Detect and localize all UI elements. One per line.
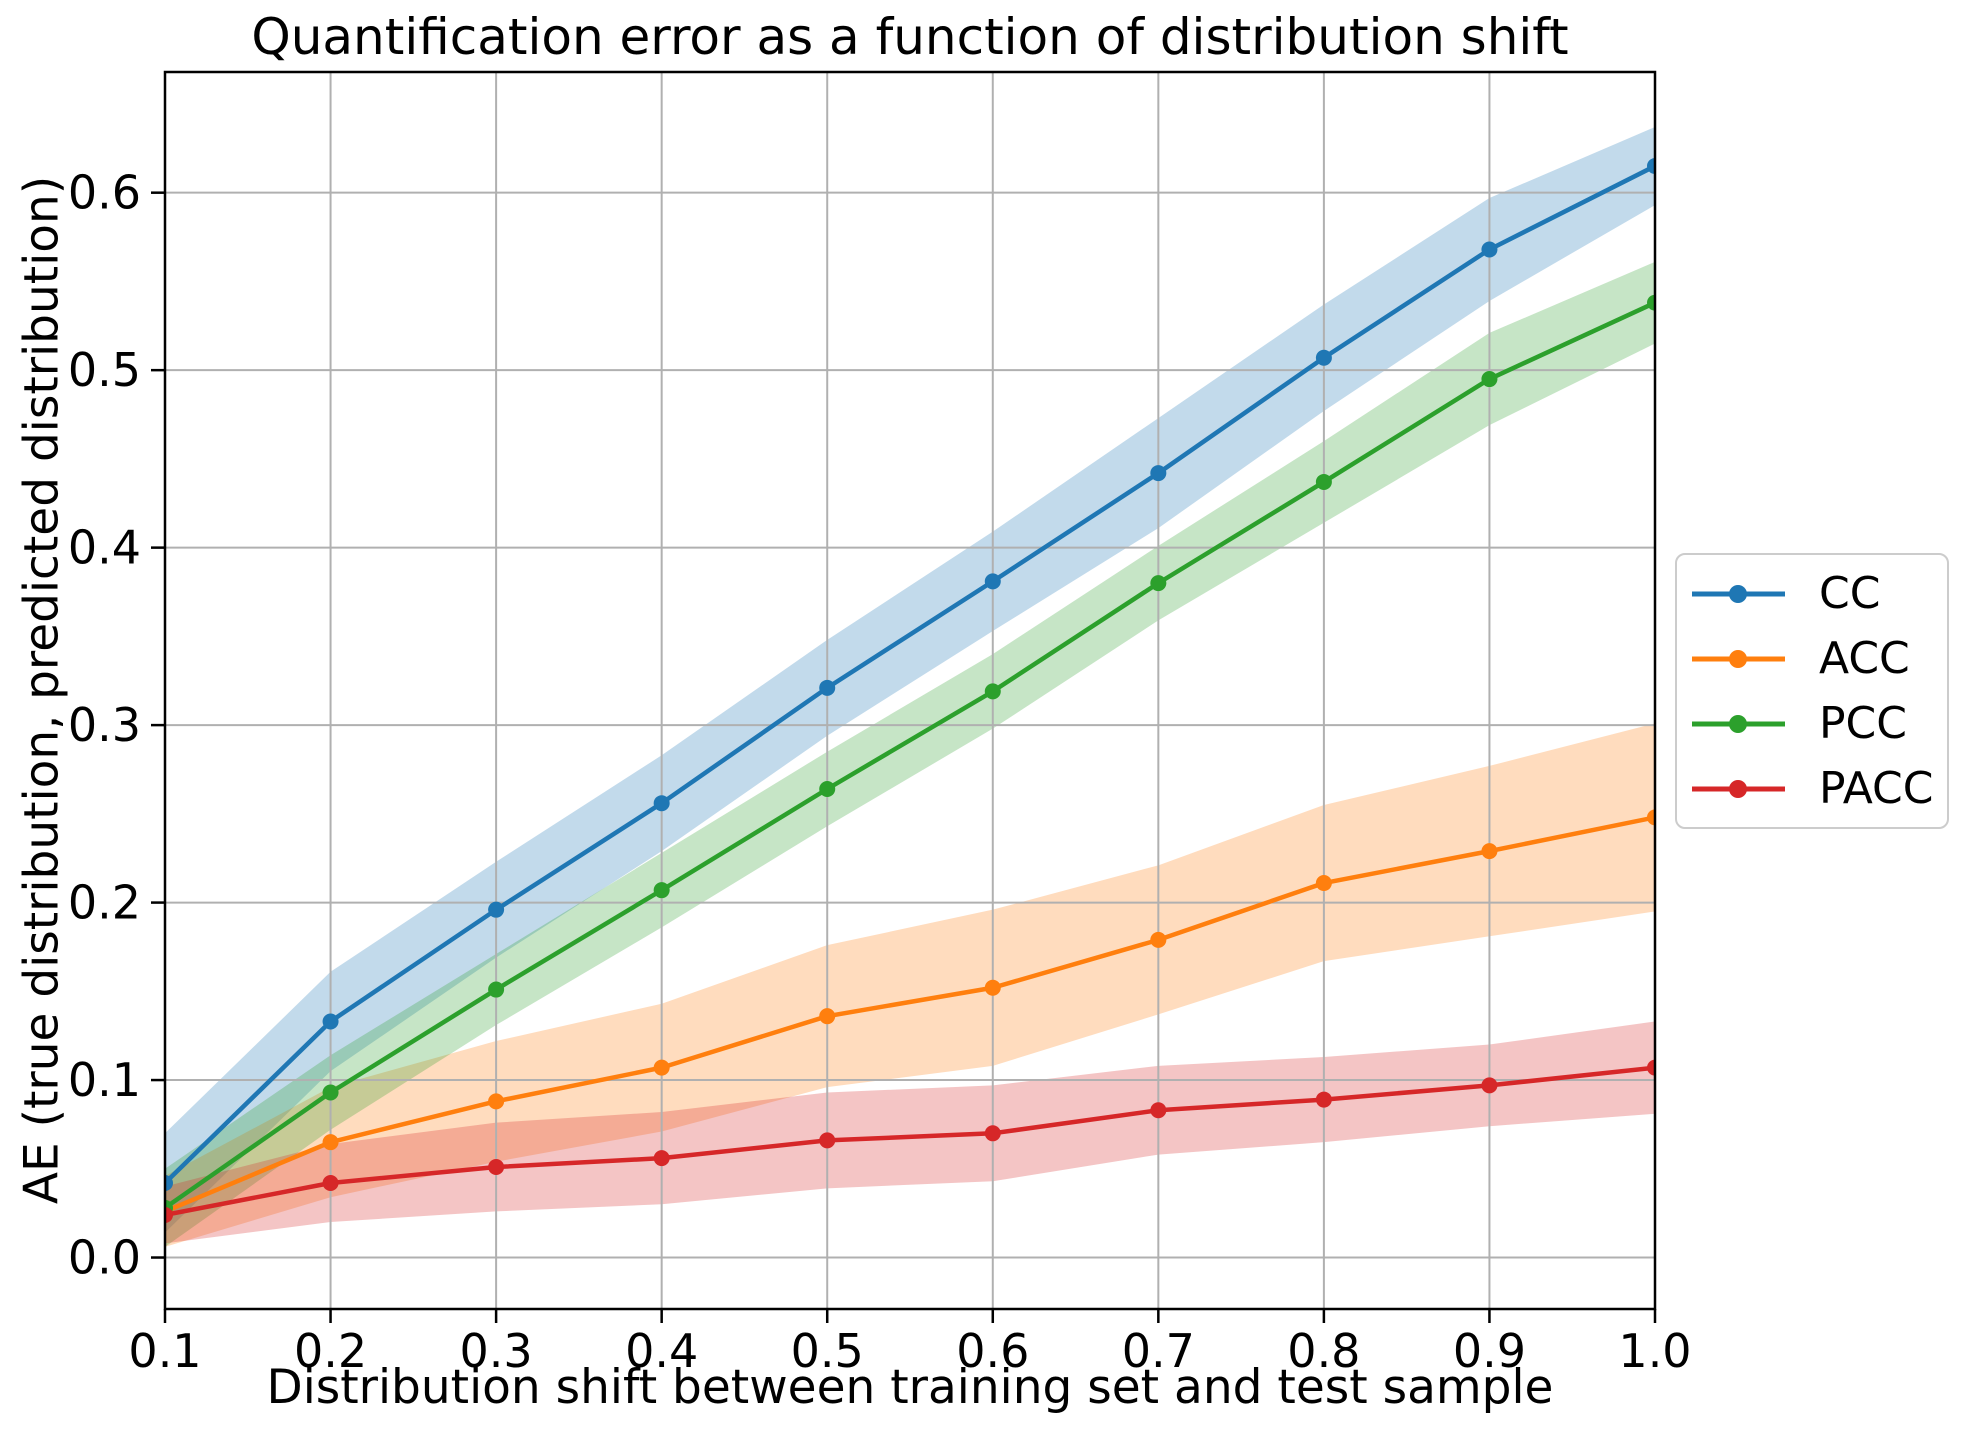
marker-pcc (1315, 473, 1332, 490)
marker-pcc (1647, 294, 1655, 311)
marker-pacc (488, 1159, 505, 1176)
legend-label: ACC (1819, 632, 1910, 684)
legend-item-pacc: PACC (1677, 758, 1947, 820)
x-tick-label: 0.9 (1453, 1324, 1526, 1378)
band-acc (165, 723, 1655, 1247)
marker-pacc (165, 1206, 173, 1223)
marker-pcc (819, 780, 836, 797)
y-tick-label: 0.0 (68, 1231, 141, 1285)
marker-cc (1481, 241, 1498, 258)
y-tick-label: 0.3 (68, 698, 141, 752)
legend-label: PACC (1819, 762, 1934, 814)
marker-acc (1647, 809, 1655, 826)
marker-acc (488, 1093, 505, 1110)
marker-acc (819, 1008, 836, 1025)
marker-cc (819, 679, 836, 696)
x-tick-label: 0.3 (460, 1324, 533, 1378)
marker-cc (1315, 349, 1332, 366)
band-pacc (165, 1021, 1655, 1244)
marker-pacc (1315, 1091, 1332, 1108)
marker-cc (488, 901, 505, 918)
marker-acc (1150, 931, 1167, 948)
marker-pacc (819, 1132, 836, 1149)
marker-pacc (1150, 1102, 1167, 1119)
data-lines (165, 158, 1655, 1223)
x-axis-label: Distribution shift between training set … (266, 1360, 1554, 1415)
x-tick-label: 0.5 (791, 1324, 864, 1378)
marker-cc (653, 795, 670, 812)
legend: CC ACC PCC PACC (1675, 553, 1949, 829)
line-pacc (165, 1065, 1655, 1218)
marker-pcc (1481, 371, 1498, 388)
legend-label: CC (1819, 567, 1881, 619)
marker-pcc (653, 882, 670, 899)
marker-pacc (984, 1125, 1001, 1142)
y-axis-label: AE (true distribution, predicted distrib… (14, 175, 70, 1205)
y-tick-label: 0.1 (68, 1053, 141, 1107)
line-pcc (165, 300, 1655, 1210)
x-tick-label: 0.7 (1122, 1324, 1195, 1378)
pacc-line-swatch-icon (1692, 779, 1785, 798)
marker-cc (1647, 158, 1655, 175)
marker-pacc (1481, 1077, 1498, 1094)
pcc-line-swatch-icon (1692, 714, 1785, 733)
x-tick-label: 0.1 (128, 1324, 201, 1378)
marker-acc (653, 1059, 670, 1076)
line-acc (165, 815, 1655, 1214)
legend-item-cc: CC (1677, 563, 1947, 625)
cc-line-swatch-icon (1692, 584, 1785, 603)
marker-pacc (1647, 1059, 1655, 1076)
marker-pacc (653, 1150, 670, 1167)
axes: 0.1 0.2 0.3 0.4 0.5 0.6 0.7 0.8 0.9 1.0 0.0 0.1 0.2 0… (68, 70, 1692, 1378)
marker-cc (1150, 465, 1167, 482)
marker-cc (165, 1174, 173, 1191)
marker-acc (1481, 843, 1498, 860)
marker-pacc (322, 1174, 339, 1191)
marker-acc (1315, 875, 1332, 892)
chart-title: Quantification error as a function of di… (251, 8, 1569, 66)
marker-pcc (984, 683, 1001, 700)
x-tick-label: 0.6 (956, 1324, 1029, 1378)
acc-line-swatch-icon (1692, 649, 1785, 668)
legend-item-pcc: PCC (1677, 693, 1947, 755)
x-tick-label: 0.4 (625, 1324, 698, 1378)
x-tick-label: 1.0 (1618, 1324, 1691, 1378)
marker-acc (322, 1134, 339, 1151)
marker-pcc (322, 1084, 339, 1101)
marker-acc (984, 979, 1001, 996)
x-tick-label: 0.2 (294, 1324, 367, 1378)
legend-item-acc: ACC (1677, 628, 1947, 690)
confidence-bands (165, 127, 1655, 1247)
x-tick-label: 0.8 (1287, 1324, 1360, 1378)
marker-pcc (488, 981, 505, 998)
y-tick-label: 0.4 (68, 521, 141, 575)
band-cc (165, 127, 1655, 1233)
marker-cc (984, 573, 1001, 590)
marker-cc (322, 1013, 339, 1030)
y-tick-label: 0.2 (68, 876, 141, 930)
marker-pcc (1150, 575, 1167, 592)
y-tick-label: 0.5 (68, 343, 141, 397)
legend-label: PCC (1819, 697, 1907, 749)
line-cc (165, 164, 1655, 1185)
y-tick-label: 0.6 (68, 166, 141, 220)
